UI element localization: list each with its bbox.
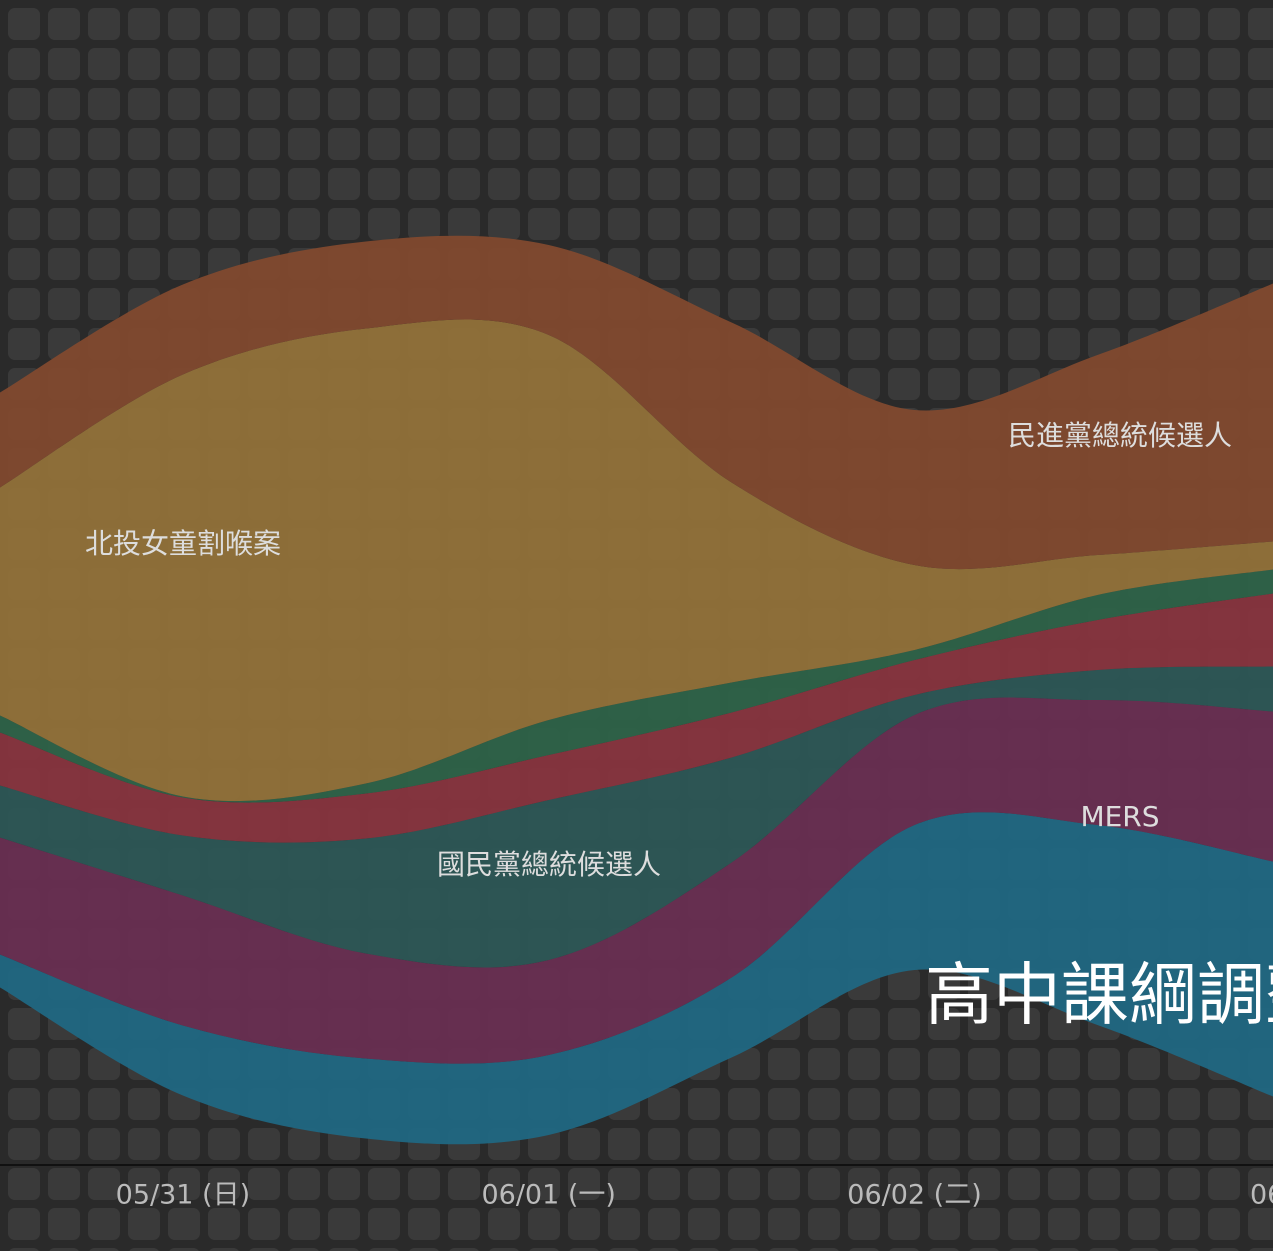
stream-area (0, 235, 1273, 570)
x-tick-label: 06/01 (一) (481, 1180, 615, 1211)
stream-area (0, 319, 1273, 802)
stream-label: 民進黨總統候選人 (1008, 419, 1232, 452)
x-tick-label: 05/31 (日) (116, 1180, 250, 1211)
stream-label: 北投女童割喉案 (85, 527, 281, 560)
stream-area (0, 666, 1273, 968)
x-tick-label: 06/02 (二) (847, 1180, 981, 1211)
stream-label: MERS (1080, 800, 1159, 833)
stream-area (0, 569, 1273, 803)
stream-area (0, 593, 1273, 843)
streams (0, 235, 1273, 1145)
stream-labels: 高中課綱調整 MERS 國民黨總統候選人 北投女童割喉案 民進黨總統候選人 (85, 419, 1273, 1036)
stream-label: 高中課綱調整 (925, 957, 1273, 1036)
stream-label: 國民黨總統候選人 (437, 848, 661, 881)
stream-area (0, 697, 1273, 1064)
x-axis: 05/31 (日) 06/01 (一) 06/02 (二) 06/0 (116, 1180, 1273, 1211)
x-tick-label: 06/0 (1250, 1180, 1273, 1211)
stream-area (0, 812, 1273, 1145)
